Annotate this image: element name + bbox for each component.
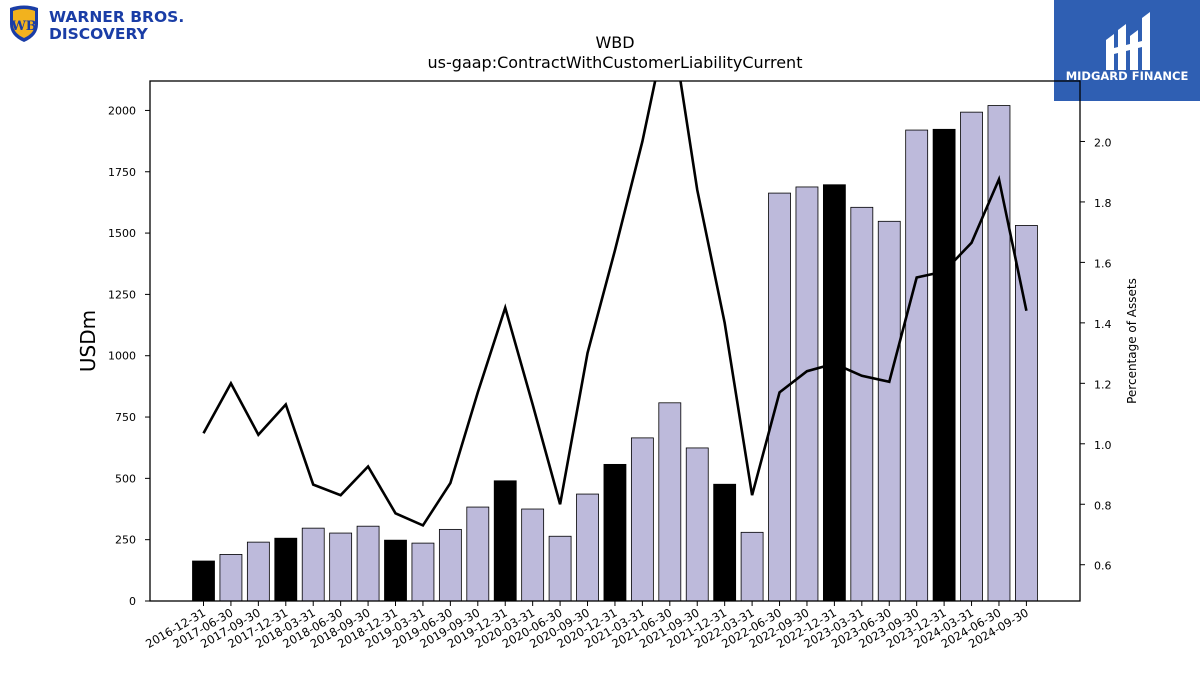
bar-2020-06-30 [548, 535, 572, 602]
logo-text-line1: WARNER BROS. [49, 8, 184, 26]
chart-title: WBD [595, 33, 634, 52]
y-tick-label: 250 [115, 534, 136, 547]
percentage-of-assets-line [202, 81, 1028, 528]
bar-2019-03-31 [411, 542, 435, 602]
y-tick-label: 2000 [108, 104, 136, 117]
bar-2017-12-31 [274, 537, 298, 602]
y-tick-label: 1000 [108, 350, 136, 363]
logo-text-line2: DISCOVERY [49, 25, 149, 43]
left-axis-ticks: 0 250 500 750 1000 1250 1500 1750 2000 [108, 104, 150, 608]
y2-axis-label: Percentage of Assets [1125, 278, 1139, 404]
y-tick-label: 500 [115, 472, 136, 485]
y2-tick-label: 1.8 [1094, 197, 1112, 210]
bar-2019-06-30 [438, 528, 462, 602]
bar-2017-06-30 [219, 554, 243, 602]
bar-2016-12-31 [192, 560, 215, 602]
y-tick-label: 750 [115, 411, 136, 424]
y2-tick-label: 2.0 [1094, 136, 1112, 149]
midgard-logo-text: MIDGARD FINANCE [1066, 69, 1189, 83]
bar-2021-03-31 [630, 437, 654, 602]
y-axis-label: USDm [76, 310, 100, 372]
bar-series [192, 105, 1038, 602]
midgard-finance-logo: MIDGARD FINANCE [1054, 0, 1200, 101]
svg-text:WB: WB [10, 19, 37, 34]
y-tick-label: 0 [129, 595, 136, 608]
bar-2022-03-31 [740, 531, 764, 602]
midgard-mark-icon [1106, 12, 1150, 70]
bar-2021-06-30 [658, 402, 682, 602]
y-tick-label: 1250 [108, 288, 136, 301]
y2-tick-label: 0.8 [1094, 499, 1112, 512]
bar-2021-09-30 [685, 447, 709, 602]
bar-2020-12-31 [603, 463, 627, 602]
bar-2017-09-30 [246, 541, 270, 602]
bar-2018-09-30 [356, 525, 380, 602]
bar-2018-12-31 [384, 539, 407, 602]
x-axis-ticks: 2016-12-312017-06-302017-09-302017-12-31… [143, 601, 1031, 651]
bar-2018-03-31 [301, 527, 325, 602]
y2-tick-label: 0.6 [1094, 560, 1112, 573]
bar-2023-09-30 [905, 129, 929, 602]
y2-tick-label: 1.0 [1094, 439, 1112, 452]
bar-2021-12-31 [713, 483, 737, 602]
bar-2019-09-30 [466, 506, 490, 602]
y-tick-label: 1750 [108, 166, 136, 179]
warner-bros-discovery-logo: WB WARNER BROS. DISCOVERY [10, 5, 184, 43]
line-series [202, 81, 1028, 528]
y-tick-label: 1500 [108, 227, 136, 240]
bar-2022-09-30 [795, 186, 819, 602]
bar-2019-12-31 [493, 480, 517, 602]
bar-2024-09-30 [1015, 225, 1038, 602]
bar-2018-06-30 [329, 532, 353, 602]
bar-2020-09-30 [576, 493, 599, 602]
chart-subtitle: us-gaap:ContractWithCustomerLiabilityCur… [428, 53, 803, 72]
y2-tick-label: 1.4 [1094, 318, 1112, 331]
bar-2023-03-31 [850, 206, 874, 602]
right-axis-ticks: 0.6 0.8 1.0 1.2 1.4 1.6 1.8 2.0 [1080, 136, 1112, 573]
wb-shield-icon: WB [10, 5, 38, 42]
bar-2024-03-31 [960, 111, 983, 602]
bar-2020-03-31 [521, 508, 545, 602]
bar-2023-06-30 [877, 220, 901, 602]
y2-tick-label: 1.2 [1094, 378, 1112, 391]
bar-2023-12-31 [932, 128, 956, 602]
y2-tick-label: 1.6 [1094, 257, 1112, 270]
bar-2022-12-31 [822, 184, 846, 602]
